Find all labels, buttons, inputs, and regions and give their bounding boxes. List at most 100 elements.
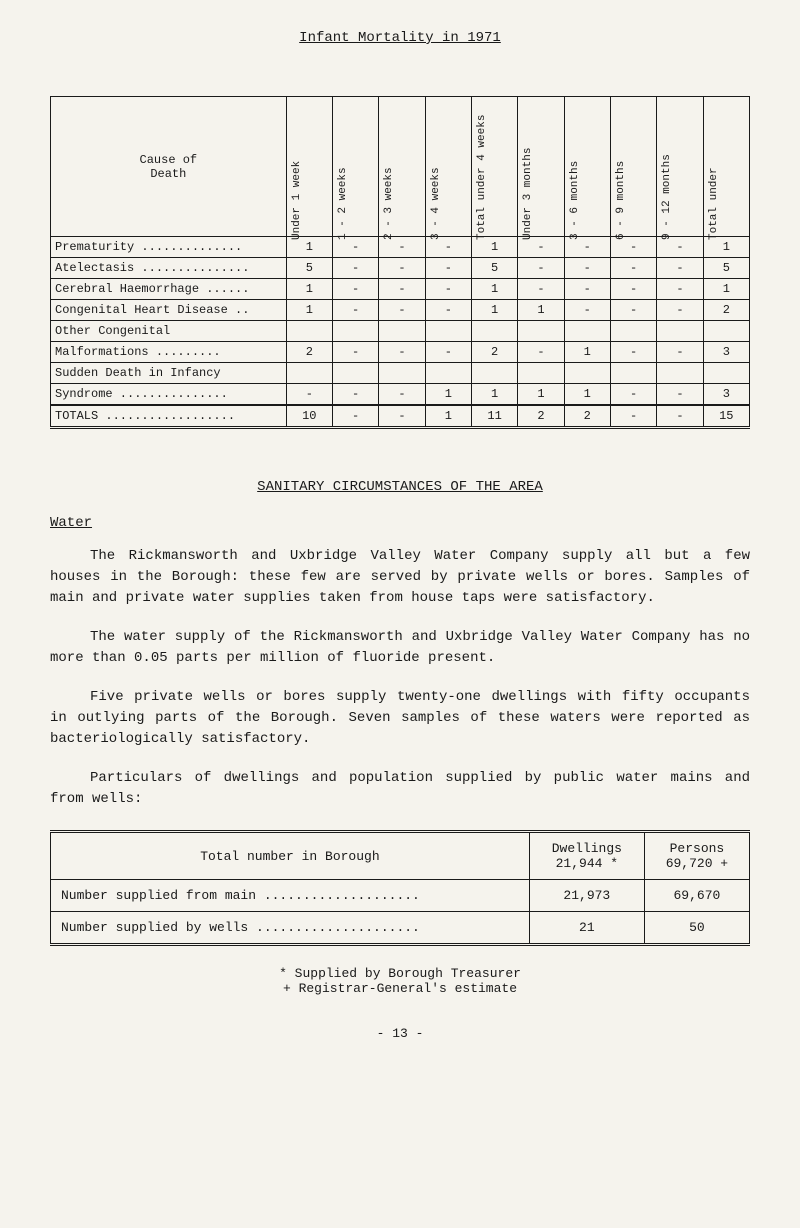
water-header: Persons 69,720 + xyxy=(644,832,749,880)
cell: 5 xyxy=(286,258,332,279)
cell xyxy=(610,363,656,384)
cell: 1 xyxy=(518,384,564,406)
col-header: Under 3 months xyxy=(518,97,564,237)
cell: - xyxy=(657,405,703,428)
cell: - xyxy=(610,279,656,300)
cell: 3 xyxy=(703,342,749,363)
cell: 3 xyxy=(703,384,749,406)
col-header: Total under 4 weeks xyxy=(471,97,517,237)
cell: - xyxy=(379,384,425,406)
cell: 1 xyxy=(518,300,564,321)
cell: - xyxy=(657,279,703,300)
cell xyxy=(657,363,703,384)
cell: - xyxy=(425,258,471,279)
cell: 1 xyxy=(425,384,471,406)
paragraph: Five private wells or bores supply twent… xyxy=(50,687,750,750)
cell xyxy=(332,363,378,384)
paragraph: The water supply of the Rickmansworth an… xyxy=(50,627,750,669)
table-row: Number supplied by wells ...............… xyxy=(51,912,750,945)
cell: 2 xyxy=(564,405,610,428)
cell: 5 xyxy=(703,258,749,279)
cell: - xyxy=(332,279,378,300)
row-label: Malformations ......... xyxy=(51,342,287,363)
cell xyxy=(286,321,332,342)
cell: 1 xyxy=(564,384,610,406)
table-row: Sudden Death in Infancy xyxy=(51,363,750,384)
cell: 5 xyxy=(471,258,517,279)
row-label: Cerebral Haemorrhage ...... xyxy=(51,279,287,300)
footnote: + Registrar-General's estimate xyxy=(50,981,750,996)
cell: - xyxy=(657,300,703,321)
cell: - xyxy=(379,342,425,363)
cell: - xyxy=(332,258,378,279)
cell: - xyxy=(657,342,703,363)
col-header: 3 - 4 weeks xyxy=(425,97,471,237)
cell: 10 xyxy=(286,405,332,428)
cell: 2 xyxy=(471,342,517,363)
cell: - xyxy=(657,258,703,279)
row-label: Syndrome ............... xyxy=(51,384,287,406)
cell: - xyxy=(332,342,378,363)
cell: 1 xyxy=(703,279,749,300)
cell xyxy=(703,321,749,342)
cell xyxy=(703,363,749,384)
cell: - xyxy=(518,342,564,363)
cell xyxy=(657,321,703,342)
cell: - xyxy=(610,342,656,363)
cell: 21,973 xyxy=(529,880,644,912)
cell: - xyxy=(379,258,425,279)
cell: 1 xyxy=(471,384,517,406)
cell: - xyxy=(379,279,425,300)
cell: - xyxy=(286,384,332,406)
col-header: Under 1 week xyxy=(286,97,332,237)
cell xyxy=(564,363,610,384)
cell xyxy=(518,363,564,384)
cell xyxy=(471,321,517,342)
cell xyxy=(425,321,471,342)
water-table: Total number in Borough Dwellings 21,944… xyxy=(50,830,750,946)
cell: - xyxy=(332,300,378,321)
cell: - xyxy=(379,405,425,428)
cell xyxy=(332,321,378,342)
cell: 15 xyxy=(703,405,749,428)
cell: - xyxy=(425,342,471,363)
cell xyxy=(610,321,656,342)
cell: - xyxy=(332,405,378,428)
table-row: Congenital Heart Disease ..1---11---2 xyxy=(51,300,750,321)
col-header: 2 - 3 weeks xyxy=(379,97,425,237)
footnote: * Supplied by Borough Treasurer xyxy=(50,966,750,981)
col-header: 1 - 2 weeks xyxy=(332,97,378,237)
water-heading: Water xyxy=(50,515,750,531)
cell: 1 xyxy=(425,405,471,428)
cell: - xyxy=(610,384,656,406)
row-label: Sudden Death in Infancy xyxy=(51,363,287,384)
col-header: 3 - 6 months xyxy=(564,97,610,237)
paragraph: The Rickmansworth and Uxbridge Valley Wa… xyxy=(50,546,750,609)
cell: 11 xyxy=(471,405,517,428)
totals-label: TOTALS .................. xyxy=(51,405,287,428)
totals-row: TOTALS ..................10--11122--15 xyxy=(51,405,750,428)
table-row: Atelectasis ...............5---5----5 xyxy=(51,258,750,279)
cell: - xyxy=(610,300,656,321)
cell: 1 xyxy=(471,279,517,300)
row-label: Congenital Heart Disease .. xyxy=(51,300,287,321)
cell: 1 xyxy=(564,342,610,363)
mortality-table: Cause ofDeath Under 1 week 1 - 2 weeks 2… xyxy=(50,96,750,429)
table-row: Malformations .........2---2-1--3 xyxy=(51,342,750,363)
water-tbody: Number supplied from main ..............… xyxy=(51,880,750,945)
cause-header: Cause ofDeath xyxy=(51,97,287,237)
cell: - xyxy=(518,258,564,279)
cell xyxy=(518,321,564,342)
cell: 69,670 xyxy=(644,880,749,912)
cell xyxy=(425,363,471,384)
cell: 1 xyxy=(286,300,332,321)
paragraph: Particulars of dwellings and population … xyxy=(50,768,750,810)
col-header: 6 - 9 months xyxy=(610,97,656,237)
cell: - xyxy=(610,405,656,428)
cell: - xyxy=(379,300,425,321)
row-label: Prematurity .............. xyxy=(51,237,287,258)
cell xyxy=(471,363,517,384)
cell: 1 xyxy=(286,279,332,300)
col-header: Total under xyxy=(703,97,749,237)
cell: - xyxy=(564,279,610,300)
